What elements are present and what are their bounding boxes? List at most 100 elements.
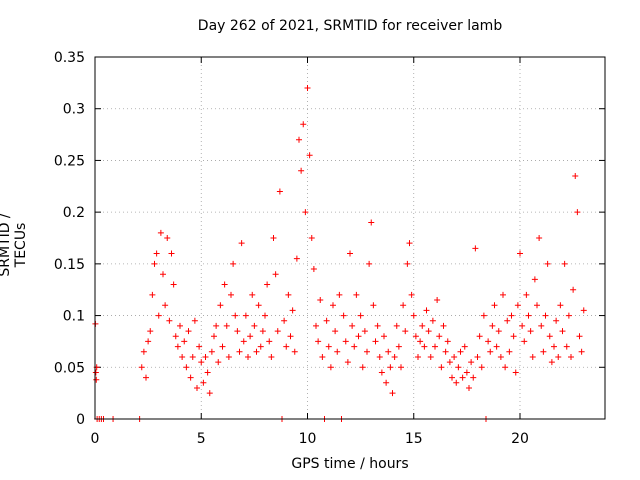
data-point bbox=[491, 302, 498, 309]
data-point bbox=[364, 348, 370, 355]
data-point bbox=[412, 333, 419, 340]
y-tick-label: 0.15 bbox=[54, 257, 85, 273]
y-tick-label: 0.35 bbox=[54, 50, 85, 66]
data-point bbox=[366, 260, 373, 267]
data-point bbox=[270, 235, 277, 241]
data-point bbox=[385, 348, 392, 355]
x-tick-label: 10 bbox=[299, 431, 317, 447]
data-point bbox=[181, 338, 188, 345]
data-point bbox=[300, 121, 307, 128]
data-point bbox=[92, 369, 99, 376]
data-point bbox=[315, 338, 322, 345]
data-point bbox=[234, 328, 241, 335]
data-point bbox=[323, 317, 330, 324]
data-point bbox=[368, 219, 375, 226]
data-point bbox=[251, 322, 258, 329]
data-point bbox=[442, 348, 449, 355]
data-point bbox=[219, 343, 226, 350]
data-point bbox=[521, 338, 528, 345]
data-point bbox=[478, 364, 485, 371]
data-point bbox=[487, 348, 494, 355]
data-point bbox=[512, 369, 519, 376]
axis-ticks: 0 0.05 0.1 0.15 0.2 0.25 0.3 0.35 0 5 10 15 20 bbox=[54, 50, 605, 447]
data-point bbox=[508, 312, 515, 319]
data-point bbox=[578, 348, 585, 355]
data-point bbox=[489, 322, 496, 329]
y-tick-label: 0.25 bbox=[54, 153, 85, 169]
data-point bbox=[557, 302, 564, 309]
data-point bbox=[542, 312, 549, 319]
data-point bbox=[500, 291, 506, 298]
data-point bbox=[249, 291, 256, 298]
data-point bbox=[153, 250, 160, 257]
data-point bbox=[361, 328, 368, 335]
data-point bbox=[429, 317, 436, 324]
data-point bbox=[143, 374, 149, 381]
data-point bbox=[247, 333, 254, 340]
data-point bbox=[349, 322, 356, 329]
y-tick-label: 0.05 bbox=[54, 360, 85, 376]
data-point bbox=[298, 167, 305, 174]
data-point bbox=[313, 322, 319, 329]
data-point bbox=[570, 286, 577, 293]
data-point bbox=[517, 250, 523, 257]
data-point bbox=[151, 260, 158, 267]
data-point bbox=[262, 312, 268, 319]
data-point bbox=[402, 328, 409, 335]
data-point bbox=[157, 229, 164, 236]
data-point bbox=[502, 364, 509, 371]
data-point bbox=[406, 240, 413, 247]
data-point bbox=[393, 322, 400, 329]
data-point bbox=[208, 348, 215, 355]
data-point bbox=[228, 291, 234, 298]
data-point bbox=[432, 343, 438, 350]
data-point bbox=[293, 255, 300, 262]
data-point bbox=[419, 322, 426, 329]
data-point bbox=[236, 348, 243, 355]
data-point bbox=[179, 353, 186, 360]
data-point bbox=[194, 384, 200, 391]
data-point bbox=[404, 260, 411, 267]
data-point bbox=[283, 343, 290, 350]
data-point bbox=[268, 353, 275, 360]
data-point bbox=[245, 353, 251, 360]
data-point bbox=[198, 359, 205, 366]
data-point bbox=[93, 376, 100, 383]
data-point bbox=[417, 338, 424, 345]
data-point bbox=[353, 291, 360, 298]
data-point bbox=[147, 328, 154, 335]
data-points bbox=[92, 85, 587, 422]
data-point bbox=[504, 317, 511, 324]
data-point bbox=[172, 333, 179, 340]
data-point bbox=[378, 369, 385, 376]
data-point bbox=[281, 317, 288, 324]
data-point bbox=[330, 302, 336, 309]
data-point bbox=[446, 359, 453, 366]
data-point bbox=[264, 281, 271, 288]
data-point bbox=[493, 343, 500, 350]
data-point bbox=[580, 307, 587, 314]
data-point bbox=[238, 240, 245, 247]
data-point bbox=[225, 353, 232, 360]
data-point bbox=[472, 245, 479, 252]
data-point bbox=[266, 338, 273, 345]
data-point bbox=[187, 374, 194, 381]
data-point bbox=[389, 390, 396, 397]
data-point bbox=[340, 312, 347, 319]
data-point bbox=[304, 85, 311, 92]
data-point bbox=[536, 235, 543, 241]
y-tick-label: 0.1 bbox=[63, 309, 85, 325]
data-point bbox=[470, 374, 477, 381]
data-point bbox=[370, 302, 377, 309]
data-point bbox=[449, 374, 455, 381]
data-point bbox=[145, 338, 152, 345]
data-point bbox=[302, 209, 309, 216]
data-point bbox=[206, 390, 213, 397]
x-tick-label: 20 bbox=[511, 431, 529, 447]
data-point bbox=[259, 328, 266, 335]
data-point bbox=[359, 364, 366, 371]
data-point bbox=[372, 338, 379, 345]
data-point bbox=[436, 333, 443, 340]
x-tick-label: 0 bbox=[91, 431, 100, 447]
data-point bbox=[376, 353, 383, 360]
